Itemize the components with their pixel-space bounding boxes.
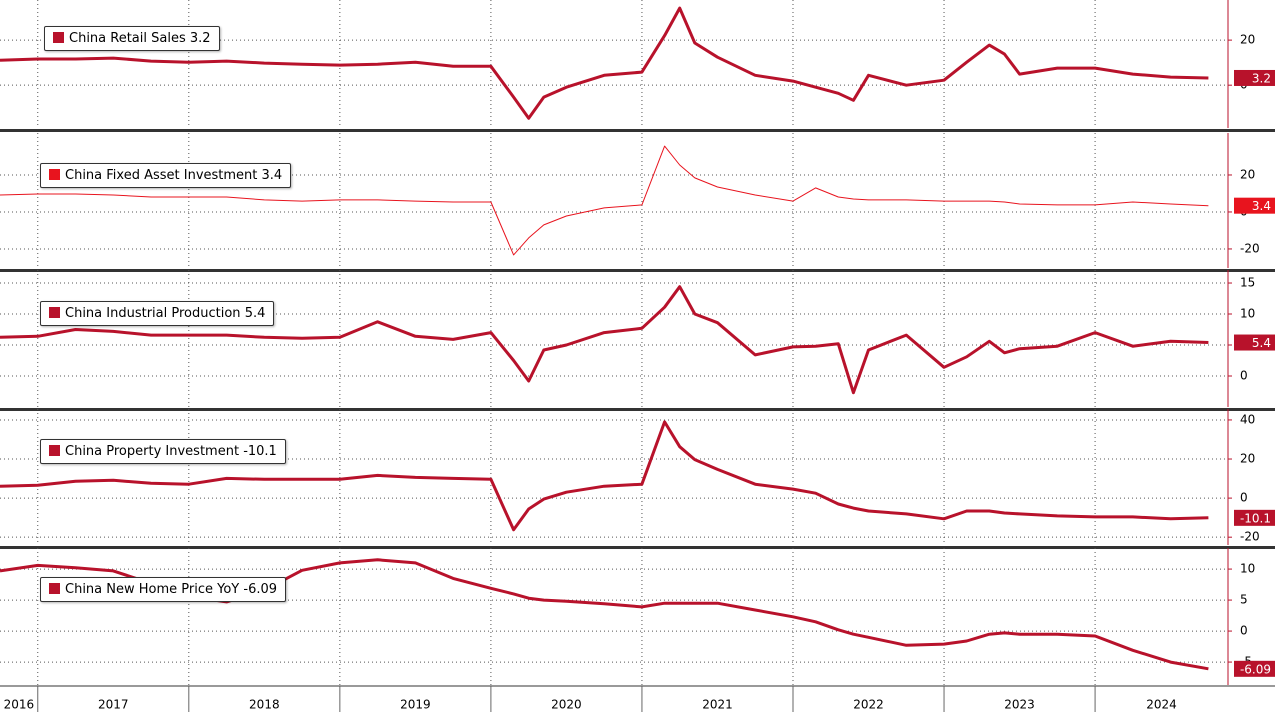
legend-value: 5.4 [244,306,266,321]
legend-value: 3.2 [189,31,211,46]
data-line [0,145,1209,256]
legend-name: China Retail Sales [69,31,186,46]
y-tick-label: 0 [1240,369,1248,383]
last-value-tag [1234,660,1275,677]
legend-value: -10.1 [243,444,277,459]
last-value-tag [1234,509,1275,526]
panel-separator [0,408,1275,411]
legend-value: 3.4 [261,168,283,183]
y-tick-label: 5 [1240,593,1248,607]
legend-value: -6.09 [243,582,278,597]
panel-separator [0,546,1275,549]
y-tick-label: 0 [1240,624,1248,638]
y-tick-label: 15 [1240,276,1255,290]
legend-swatch [49,307,60,318]
legend-swatch [49,583,60,594]
last-value-label: 5.4 [1252,336,1271,350]
data-line [0,285,1209,395]
x-tick-label: 2023 [1004,698,1035,712]
y-tick-label: 40 [1240,412,1255,426]
legend-name: China Property Investment [65,444,240,459]
legend-name: China Fixed Asset Investment [65,168,258,183]
legend-swatch [49,169,60,180]
last-value-label: -10.1 [1240,511,1271,525]
legend-swatch [53,32,64,43]
legend-name: China New Home Price YoY [65,582,240,597]
legend-swatch [49,445,60,456]
legend: China New Home Price YoY -6.09 [40,577,287,602]
last-value-tag [1234,334,1275,351]
legend-name: China Industrial Production [65,306,241,321]
y-tick-label: -20 [1240,530,1260,544]
y-tick-label: 20 [1240,33,1255,47]
x-tick-label: 2020 [551,698,582,712]
y-tick-label: 20 [1240,452,1255,466]
legend: China Retail Sales 3.2 [44,26,220,51]
data-line [0,6,1209,120]
last-value-label: 3.2 [1252,71,1271,85]
y-tick-label: 0 [1240,491,1248,505]
legend: China Fixed Asset Investment 3.4 [40,163,292,188]
x-tick-label: 2017 [98,698,129,712]
panel-separator [0,269,1275,272]
legend: China Industrial Production 5.4 [40,301,275,326]
last-value-label: 3.4 [1252,199,1271,213]
y-tick-label: 10 [1240,307,1255,321]
y-tick-label: 10 [1240,562,1255,576]
x-tick-label: 2019 [400,698,431,712]
y-tick-label: -20 [1240,241,1260,255]
x-tick-label: 2021 [702,698,733,712]
last-value-label: -6.09 [1240,662,1271,676]
x-tick-label: 2022 [853,698,884,712]
legend: China Property Investment -10.1 [40,439,286,464]
data-line [0,420,1209,532]
x-tick-label: 2024 [1146,698,1177,712]
x-tick-label: 2018 [249,698,280,712]
last-value-tag [1234,197,1275,214]
last-value-tag [1234,69,1275,86]
y-tick-label: 20 [1240,167,1255,181]
panel-separator [0,129,1275,132]
x-tick-label: 2016 [4,698,35,712]
